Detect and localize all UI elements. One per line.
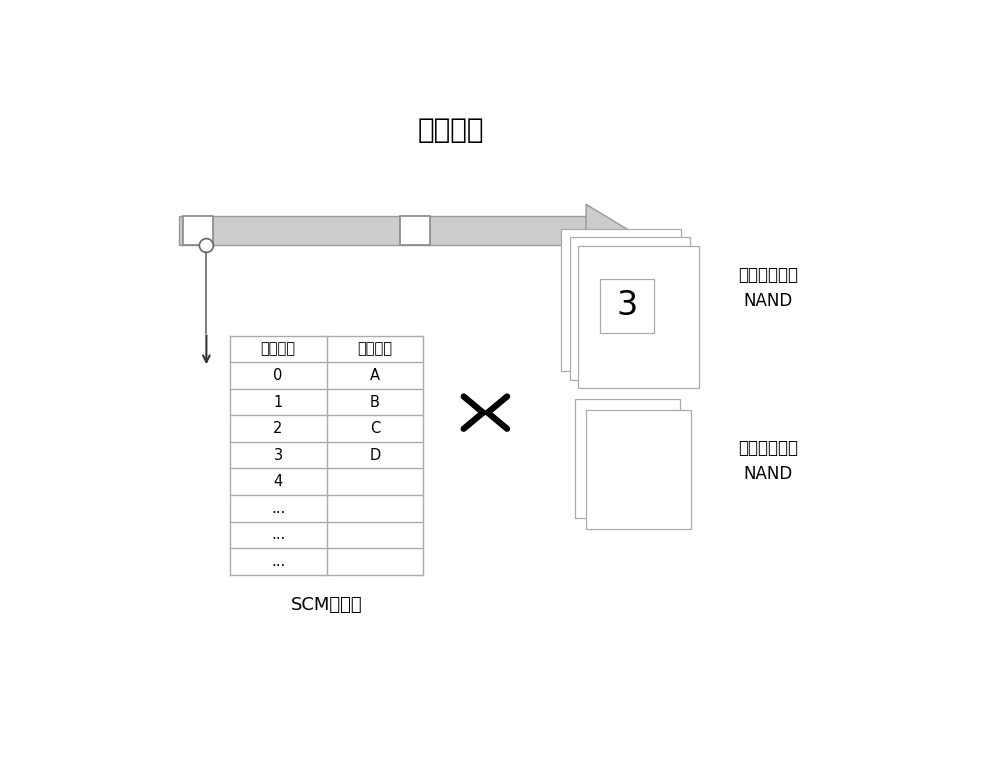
Text: ...: ... <box>271 554 285 569</box>
Text: D: D <box>369 447 381 463</box>
Text: 4: 4 <box>273 474 283 490</box>
Bar <box>183 216 213 245</box>
Text: C: C <box>370 421 380 436</box>
Text: 0: 0 <box>273 368 283 383</box>
Text: 物理地址: 物理地址 <box>357 342 392 357</box>
Text: 2: 2 <box>273 421 283 436</box>
Bar <box>578 246 698 388</box>
Polygon shape <box>586 204 629 256</box>
Text: 3: 3 <box>274 447 283 463</box>
Bar <box>600 278 654 332</box>
Text: ...: ... <box>271 527 285 543</box>
Text: SCM映射表: SCM映射表 <box>291 596 362 614</box>
Bar <box>586 410 691 529</box>
Text: 逻辑地址: 逻辑地址 <box>261 342 296 357</box>
Text: 存放用户数据
NAND: 存放用户数据 NAND <box>738 266 798 310</box>
Text: 3: 3 <box>617 289 638 322</box>
Text: 用户数据: 用户数据 <box>417 116 484 144</box>
Circle shape <box>199 239 213 253</box>
Text: A: A <box>370 368 380 383</box>
Text: 存放用户数据
NAND: 存放用户数据 NAND <box>738 439 798 483</box>
Bar <box>570 237 690 379</box>
Text: B: B <box>370 395 380 410</box>
Bar <box>561 228 681 371</box>
Bar <box>575 399 680 518</box>
Text: ...: ... <box>271 500 285 516</box>
Bar <box>400 216 430 245</box>
Text: 1: 1 <box>273 395 283 410</box>
Polygon shape <box>179 216 586 245</box>
